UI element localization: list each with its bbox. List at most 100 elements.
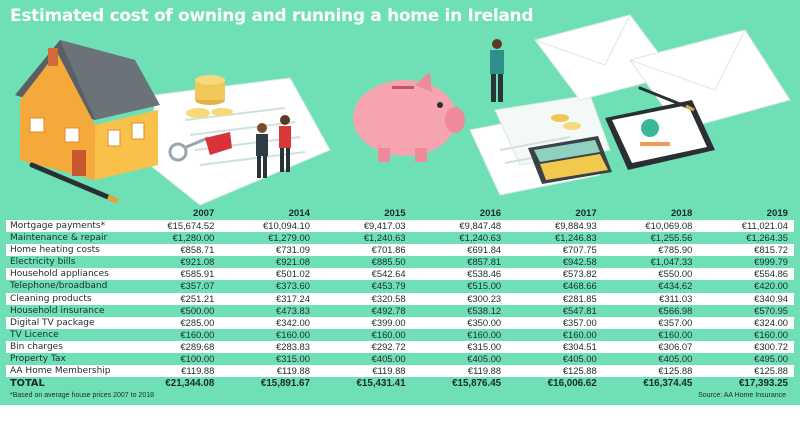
total-cell: €15,431.41 <box>356 378 406 390</box>
table-row: Household appliances €585.91 €501.02 €542.6… <box>6 268 794 281</box>
cost-cell: €1,279.00 <box>268 232 310 244</box>
cost-cell: €921.08 <box>276 256 310 268</box>
cost-cell: €501.02 <box>220 268 316 281</box>
cost-cell: €311.03 <box>602 292 699 305</box>
row-label: Digital TV package <box>6 316 125 329</box>
cost-cell: €119.88 <box>220 365 316 378</box>
pen-icon <box>29 162 119 204</box>
cost-cell: €473.83 <box>276 304 310 316</box>
cost-cell: €160.00 <box>658 328 693 340</box>
cost-cell: €492.78 <box>371 304 406 316</box>
cost-cell: €815.72 <box>698 244 794 257</box>
table-row: Household insurance €500.00 €473.83 €492.78… <box>6 305 794 317</box>
cost-cell: €1,255.56 <box>650 232 693 244</box>
cost-cell: €538.46 <box>411 268 508 281</box>
header-year: 2016 <box>479 207 502 219</box>
cost-cell: €538.12 <box>467 304 502 316</box>
cost-cell: €324.00 <box>698 316 794 329</box>
cost-cell: €405.00 <box>467 353 502 365</box>
table-row: TV Licence €160.00 €160.00 €160.00 €160.00 €1… <box>6 329 794 341</box>
cost-cell: €585.91 <box>124 268 221 281</box>
cost-cell: €858.71 <box>124 244 221 257</box>
cost-cell: €495.00 <box>754 353 788 365</box>
total-cell: €17,393.25 <box>738 378 788 390</box>
cost-cell: €921.08 <box>180 256 215 268</box>
cost-cell: €468.66 <box>562 280 597 292</box>
calculator-icon <box>528 136 612 184</box>
source-note: Source: AA Home Insurance <box>698 392 786 399</box>
cost-cell: €306.07 <box>602 340 699 354</box>
total-cell: €15,891.67 <box>260 378 310 390</box>
cost-cell: €857.81 <box>467 256 502 268</box>
papers-icon <box>149 77 331 206</box>
coins-icon <box>551 114 581 130</box>
cost-cell: €554.86 <box>698 268 794 281</box>
cost-cell: €566.98 <box>658 304 693 316</box>
cost-cell: €453.79 <box>371 280 406 292</box>
cost-cell: €1,280.00 <box>172 232 215 244</box>
row-label: Household appliances <box>6 268 125 281</box>
total-label: TOTAL <box>10 378 45 390</box>
header-year: 2014 <box>288 207 310 219</box>
cost-cell: €317.24 <box>220 292 316 305</box>
table-row: Property Tax €100.00 €315.00 €405.00 €405.00… <box>6 353 794 365</box>
row-label: TV Licence <box>10 329 59 340</box>
cost-cell: €125.88 <box>602 365 699 378</box>
cost-cell: €942.58 <box>562 256 597 268</box>
cost-cell: €399.00 <box>315 316 412 329</box>
cost-cell: €100.00 <box>180 353 215 365</box>
cost-cell: €731.09 <box>220 244 316 257</box>
cost-cell: €119.88 <box>315 365 412 378</box>
header-year: 2015 <box>384 207 406 219</box>
cost-cell: €15,674.52 <box>124 220 221 233</box>
table-row: Mortgage payments* €15,674.52 €10,094.10 €9… <box>6 220 794 233</box>
row-label: Mortgage payments* <box>6 220 125 233</box>
cost-cell: €160.00 <box>276 328 310 340</box>
row-label: Maintenance & repair <box>10 233 108 244</box>
page-title: Estimated cost of owning and running a h… <box>10 6 534 26</box>
table-row: Bin charges €289.68 €283.83 €292.72 €315.00 €… <box>6 340 794 354</box>
cost-table: 2007 2014 2015 2016 2017 2018 2019 Mortg… <box>6 207 794 391</box>
cost-cell: €405.00 <box>562 353 597 365</box>
total-cell: €15,876.45 <box>452 378 502 390</box>
cost-cell: €292.72 <box>315 340 412 354</box>
cost-cell: €125.88 <box>507 365 603 378</box>
people-icon <box>256 39 504 178</box>
cost-cell: €119.88 <box>411 365 508 378</box>
row-label: Home heating costs <box>6 244 125 257</box>
cost-cell: €570.95 <box>754 304 788 316</box>
cost-cell: €160.00 <box>180 328 215 340</box>
cost-cell: €9,884.93 <box>507 220 603 233</box>
cost-cell: €342.00 <box>220 316 316 329</box>
cost-cell: €357.00 <box>602 316 699 329</box>
cost-cell: €1,246.83 <box>555 232 597 244</box>
cost-cell: €1,240.63 <box>459 232 502 244</box>
cost-cell: €160.00 <box>371 328 406 340</box>
header-year: 2007 <box>193 207 215 219</box>
cost-cell: €160.00 <box>562 328 597 340</box>
total-cell: €21,344.08 <box>165 378 215 390</box>
cost-cell: €550.00 <box>602 268 699 281</box>
keys-icon <box>168 132 232 162</box>
cost-cell: €304.51 <box>507 340 603 354</box>
cost-cell: €119.88 <box>124 365 221 378</box>
piggy-bank-icon <box>353 72 465 162</box>
total-cell: €16,006.62 <box>547 378 597 390</box>
cost-cell: €547.81 <box>562 304 597 316</box>
cost-cell: €125.88 <box>698 365 794 378</box>
cost-cell: €281.85 <box>507 292 603 305</box>
cost-cell: €300.72 <box>698 340 794 354</box>
cost-cell: €420.00 <box>754 280 788 292</box>
house-icon <box>15 40 160 180</box>
cost-cell: €357.00 <box>507 316 603 329</box>
cost-cell: €285.00 <box>124 316 221 329</box>
table-row: Maintenance & repair €1,280.00 €1,279.00 €1… <box>6 232 794 244</box>
cost-cell: €500.00 <box>180 304 215 316</box>
cost-cell: €289.68 <box>124 340 221 354</box>
header-year: 2017 <box>575 207 597 219</box>
cost-cell: €885.50 <box>371 256 406 268</box>
table-row: Digital TV package €285.00 €342.00 €399.00 €… <box>6 316 794 329</box>
row-label: AA Home Membership <box>6 365 125 378</box>
cost-cell: €315.00 <box>411 340 508 354</box>
cost-cell: €340.94 <box>698 292 794 305</box>
